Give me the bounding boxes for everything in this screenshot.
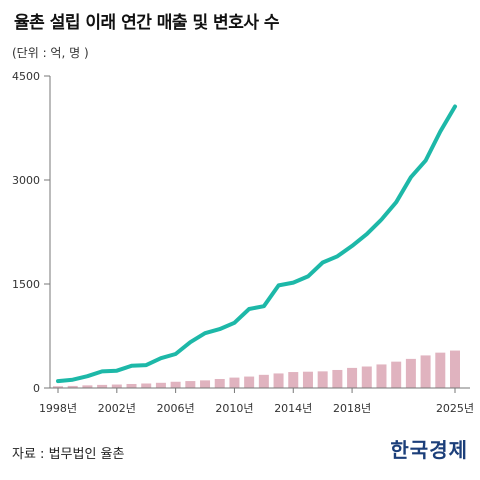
- x-tick-label: 2006년: [157, 402, 195, 415]
- unit-label: (단위 : 억, 명 ): [12, 46, 89, 60]
- line-path: [56, 104, 457, 384]
- x-tick-label: 2002년: [98, 402, 136, 415]
- bar: [97, 384, 108, 388]
- x-tick-label: 1998년: [39, 402, 77, 415]
- bar: [67, 385, 78, 388]
- bar: [170, 381, 181, 388]
- chart-title: 율촌 설립 이래 연간 매출 및 변호사 수: [14, 13, 280, 33]
- bar: [420, 355, 431, 388]
- bar: [229, 377, 240, 388]
- publisher-logo: 한국경제: [390, 438, 468, 462]
- y-tick-label: 1500: [12, 278, 40, 291]
- bar: [288, 372, 299, 388]
- bar: [82, 385, 93, 388]
- x-tick-label: 2025년: [436, 402, 474, 415]
- source-note: 자료 : 법무법인 율촌: [12, 447, 125, 462]
- bar: [214, 378, 225, 388]
- bar: [435, 352, 446, 388]
- bar: [111, 384, 122, 388]
- bar: [155, 382, 166, 388]
- x-tick-label: 2018년: [333, 402, 371, 415]
- bar: [450, 350, 460, 388]
- y-axis-ticks: 0 1500 3000 4500: [12, 70, 51, 395]
- bar: [391, 361, 402, 388]
- bar: [302, 371, 313, 388]
- bar: [361, 366, 372, 388]
- bar: [244, 376, 255, 388]
- bar: [200, 380, 211, 388]
- bar: [332, 369, 343, 388]
- y-tick-label: 3000: [12, 174, 40, 187]
- bar: [185, 381, 196, 388]
- x-tick-label: 2014년: [274, 402, 312, 415]
- x-tick-label: 2010년: [215, 402, 253, 415]
- y-tick-label: 0: [33, 382, 40, 395]
- x-axis: 1998년 2002년 2006년 2010년 2014년 2018년 2025년: [39, 387, 474, 415]
- bar: [405, 358, 416, 388]
- bar: [273, 373, 284, 388]
- bar: [376, 364, 387, 388]
- y-tick-label: 4500: [12, 70, 40, 83]
- bar: [258, 374, 269, 388]
- bar: [141, 383, 152, 388]
- bar-series: [53, 350, 460, 388]
- bar: [317, 371, 328, 388]
- bar: [347, 367, 358, 388]
- line-series: [56, 104, 457, 384]
- bar: [53, 386, 63, 388]
- bar: [126, 383, 137, 388]
